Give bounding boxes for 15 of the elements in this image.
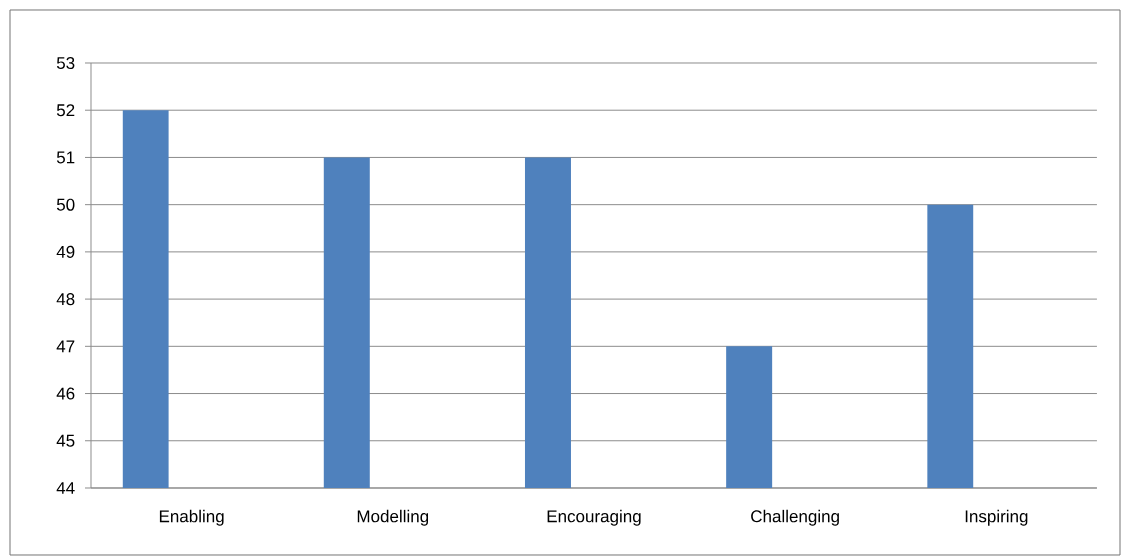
y-tick-label: 48: [56, 293, 75, 306]
x-tick-label: Modelling: [357, 509, 429, 526]
y-tick-label: 45: [56, 434, 75, 447]
y-tick-label: 46: [56, 387, 75, 400]
y-tick-label: 51: [56, 151, 75, 164]
x-tick-label: Inspiring: [965, 509, 1028, 526]
y-tick-label: 53: [56, 56, 75, 70]
y-tick-label: 50: [56, 198, 75, 211]
x-tick-label: Challenging: [751, 509, 839, 526]
y-tick-label: 52: [56, 104, 75, 117]
y-tick-label: 47: [56, 340, 75, 353]
y-tick-label: 49: [56, 245, 75, 258]
y-tick-label: 44: [56, 482, 75, 494]
x-tick-label: Enabling: [159, 509, 224, 526]
x-tick-label: Encouraging: [547, 509, 641, 526]
